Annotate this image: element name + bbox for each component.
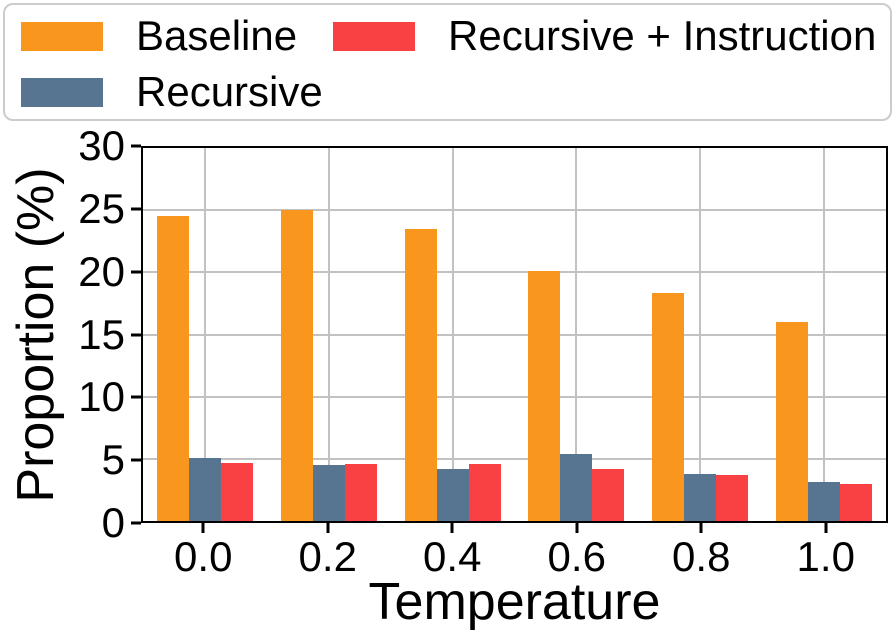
- x-tick-label: 0.0: [174, 533, 233, 580]
- gridline-horizontal: [143, 209, 886, 212]
- bar-recursive: [436, 468, 469, 521]
- legend-label: Baseline: [136, 12, 298, 59]
- bar-recursive-instruction: [344, 463, 377, 521]
- x-axis-label: Temperature: [368, 573, 661, 631]
- legend-item-baseline: Baseline: [21, 15, 297, 57]
- plot-area: [141, 146, 888, 523]
- gridline-horizontal: [143, 333, 886, 336]
- gridline-horizontal: [143, 457, 886, 460]
- y-tick: [131, 270, 141, 274]
- legend-swatch-recursive: [21, 77, 103, 107]
- legend-swatch-baseline: [21, 21, 103, 51]
- chart-legend: Baseline Recursive Recursive + Instructi…: [3, 3, 892, 121]
- bar-baseline: [652, 293, 685, 521]
- x-axis: [141, 523, 888, 537]
- legend-label: Recursive + Instruction: [448, 12, 877, 59]
- x-tick: [326, 523, 330, 533]
- y-tick-label: 25: [78, 184, 125, 232]
- y-tick: [131, 458, 141, 462]
- bar-baseline: [776, 322, 809, 521]
- bar-group-0.2: [280, 148, 377, 521]
- bar-recursive-instruction: [592, 468, 625, 521]
- y-tick: [131, 333, 141, 336]
- bar-recursive-instruction: [840, 483, 873, 521]
- bar-recursive-instruction: [220, 462, 253, 521]
- bar-recursive: [312, 465, 345, 521]
- bar-recursive: [560, 453, 593, 521]
- gridline-vertical: [203, 148, 206, 521]
- x-tick-label: 0.2: [298, 533, 357, 580]
- bar-group-0.8: [652, 148, 749, 521]
- y-tick: [131, 521, 141, 525]
- legend-item-recursive: Recursive: [21, 71, 323, 113]
- bar-recursive: [188, 457, 221, 521]
- y-tick: [131, 207, 141, 211]
- bar-group-1.0: [776, 148, 873, 521]
- gridline-horizontal: [143, 395, 886, 398]
- bar-recursive: [684, 473, 717, 521]
- bar-baseline: [156, 216, 189, 521]
- bar-recursive-instruction: [468, 463, 501, 521]
- x-tick: [824, 523, 828, 533]
- bar-baseline: [280, 210, 313, 521]
- gridline-horizontal: [143, 271, 886, 274]
- bar-baseline: [404, 228, 437, 521]
- x-tick-label: 0.4: [423, 533, 482, 580]
- x-tick: [201, 523, 205, 533]
- x-tick: [699, 523, 703, 533]
- bar-recursive-instruction: [716, 475, 749, 521]
- gridline-vertical: [575, 148, 578, 521]
- y-tick: [131, 144, 141, 148]
- gridline-vertical: [451, 148, 454, 521]
- y-tick: [131, 395, 141, 399]
- bar-group-0.0: [156, 148, 253, 521]
- y-tick-label: 5: [101, 436, 125, 484]
- bar-group-0.4: [404, 148, 501, 521]
- y-tick-label: 0: [101, 499, 125, 546]
- x-tick-label: 0.6: [547, 533, 606, 580]
- y-tick-label: 20: [78, 247, 125, 295]
- y-axis: 0 5 10 15 20 25 30: [0, 125, 141, 544]
- x-tick-labels: 0.0 0.2 0.4 0.6 0.8 1.0: [141, 536, 888, 580]
- y-tick-label: 30: [78, 122, 125, 169]
- gridline-vertical: [327, 148, 330, 521]
- x-tick: [450, 523, 454, 533]
- bar-baseline: [528, 271, 561, 521]
- x-tick-label: 1.0: [796, 533, 855, 580]
- bar-recursive: [808, 482, 841, 521]
- y-tick-label: 15: [78, 310, 125, 358]
- x-tick-label: 0.8: [672, 533, 731, 580]
- legend-item-recursive-instruction: Recursive + Instruction: [333, 15, 876, 57]
- gridline-vertical: [823, 148, 826, 521]
- x-tick: [575, 523, 579, 533]
- y-tick-label: 10: [78, 373, 125, 421]
- legend-swatch-recursive-instruction: [333, 21, 415, 51]
- gridline-vertical: [699, 148, 702, 521]
- legend-label: Recursive: [136, 68, 323, 115]
- bar-group-0.6: [528, 148, 625, 521]
